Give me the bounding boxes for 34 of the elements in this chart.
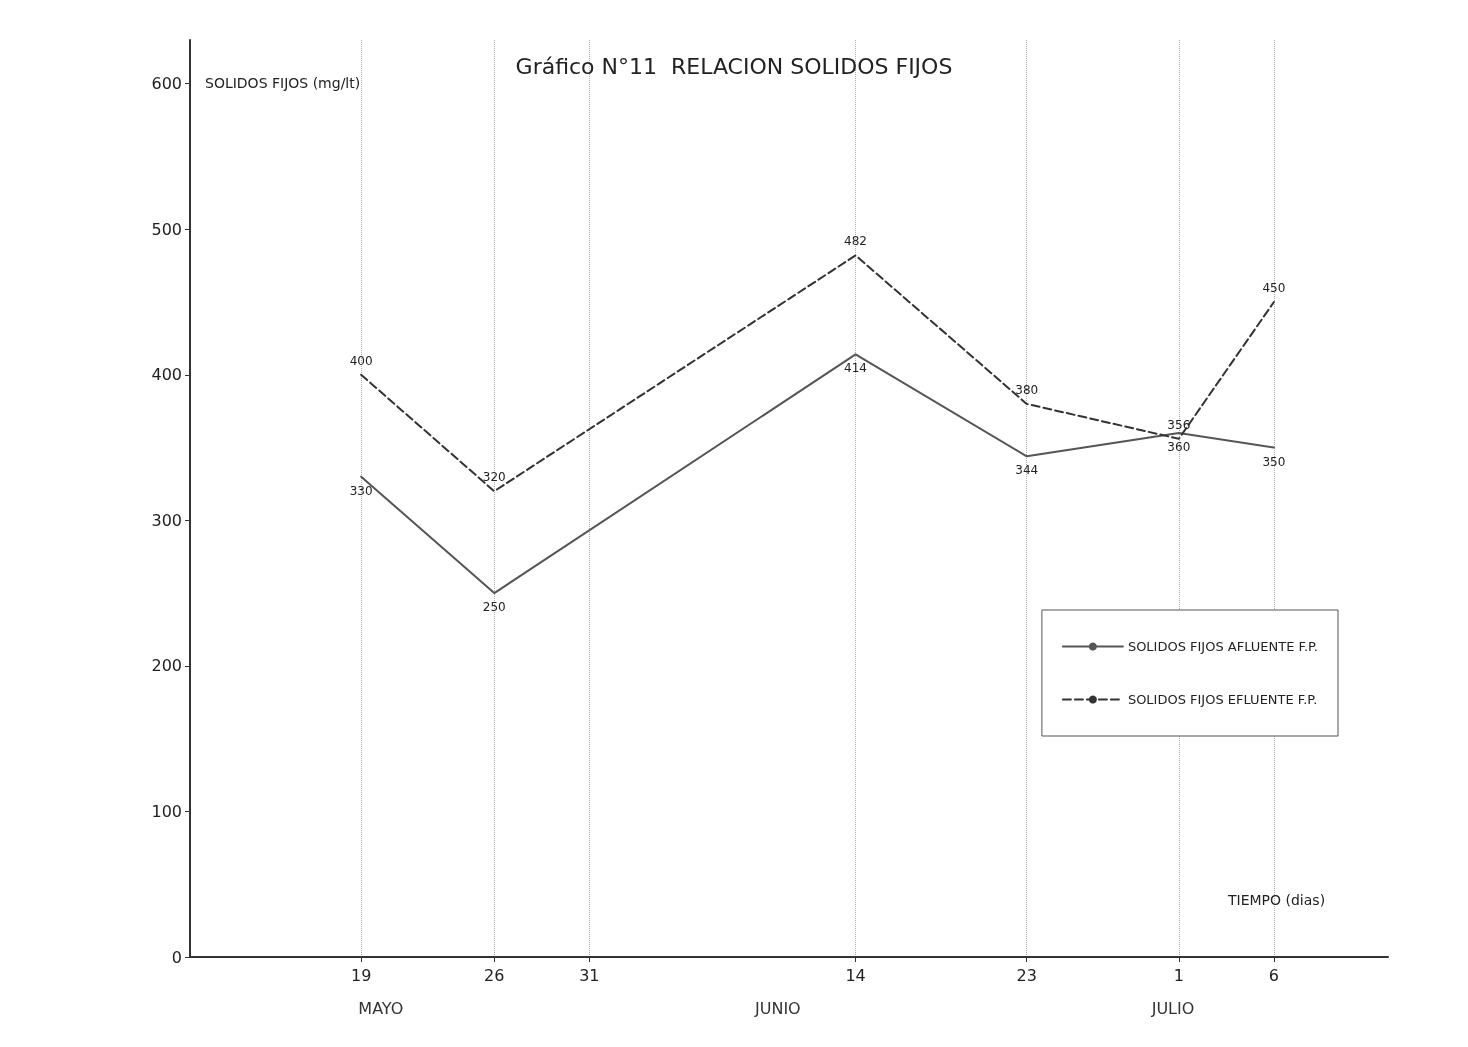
x-tick-label: 31 [579,965,600,985]
data-label: 482 [844,234,868,249]
x-tick-label: 19 [350,965,372,985]
y-tick-label: 300 [151,510,182,530]
data-label: 450 [1262,281,1286,295]
y-tick-label: 400 [151,365,182,385]
x-tick-label: 26 [484,965,505,985]
data-label: 320 [482,470,506,485]
x-tick-label: 1 [1173,965,1184,985]
y-tick-label: 500 [151,219,182,239]
y-tick-label: 0 [171,947,182,967]
y-tick-label: 100 [151,801,182,821]
data-label: 360 [1167,440,1191,454]
data-label: 414 [844,361,868,376]
data-label: 344 [1015,463,1039,478]
legend-label: SOLIDOS FIJOS EFLUENTE F.P. [1127,692,1318,707]
y-tick-label: 200 [151,656,182,676]
x-axis-title: TIEMPO (dias) [1227,892,1326,908]
data-label: 356 [1167,417,1191,432]
text: JUNIO [754,998,801,1018]
x-tick-label: 14 [845,965,866,985]
text: JULIO [1150,998,1195,1018]
y-tick-label: 600 [151,74,182,94]
text: Gráfico N°11 RELACION SOLIDOS FIJOS [515,53,953,79]
y-axis-title: SOLIDOS FIJOS (mg/lt) [205,75,361,91]
data-label: 250 [482,600,506,615]
data-label: 380 [1015,382,1039,397]
legend-label: SOLIDOS FIJOS AFLUENTE F.P. [1127,639,1318,654]
x-tick-label: 23 [1016,965,1037,985]
data-label: 350 [1262,454,1286,469]
data-label: 330 [349,483,373,498]
text: MAYO [358,998,404,1018]
x-tick-label: 6 [1268,965,1279,985]
data-label: 400 [349,353,373,368]
